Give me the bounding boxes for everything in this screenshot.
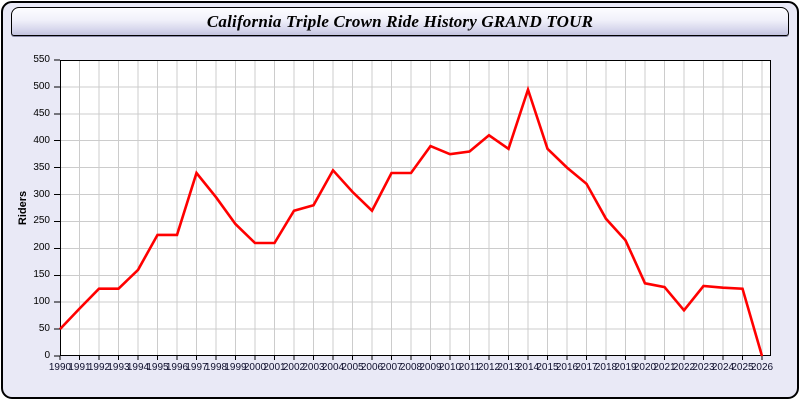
- x-tick-label: 2012: [477, 362, 501, 373]
- x-tick-label: 2003: [302, 362, 325, 373]
- x-tick-label: 1993: [107, 362, 130, 373]
- x-tick-label: 2021: [653, 362, 676, 373]
- y-tick-label: 500: [33, 80, 50, 92]
- y-tick-label: 200: [33, 242, 50, 254]
- x-tick-label: 2013: [497, 362, 520, 373]
- page-title: California Triple Crown Ride History GRA…: [206, 11, 594, 31]
- x-tick-label: 2015: [536, 362, 559, 373]
- x-tick-label: 2023: [692, 362, 715, 373]
- x-tick-label: 1990: [48, 362, 72, 373]
- x-tick-label: 1996: [165, 362, 189, 373]
- y-tick-label: 300: [33, 188, 50, 200]
- x-tick-label: 2001: [263, 362, 286, 373]
- y-tick-label: 250: [33, 215, 50, 227]
- y-tick-label: 350: [33, 161, 50, 173]
- x-tick-label: 2009: [419, 362, 442, 373]
- x-tick-label: 2006: [360, 362, 384, 373]
- x-tick-label: 2011: [458, 362, 481, 373]
- x-tick-label: 2000: [243, 362, 267, 373]
- y-tick-label: 50: [38, 323, 50, 335]
- x-tick-label: 1997: [185, 362, 208, 373]
- title-bar: California Triple Crown Ride History GRA…: [11, 7, 789, 36]
- x-tick-label: 2004: [321, 362, 345, 373]
- x-tick-label: 1995: [146, 362, 169, 373]
- x-tick-label: 2018: [594, 362, 618, 373]
- chart-area: Riders 0 50 100 150 200 250 300 350 400 450 500 550…: [3, 3, 797, 397]
- y-tick-label: 0: [44, 350, 50, 361]
- riders-line-series: [59, 85, 764, 357]
- x-tick-label: 2017: [575, 362, 598, 373]
- x-tick-label: 1998: [204, 362, 228, 373]
- x-tick-label: 2007: [380, 362, 403, 373]
- x-tick-label: 2020: [633, 362, 657, 373]
- x-tick-label: 1992: [87, 362, 111, 373]
- x-tick-label: 1994: [126, 362, 150, 373]
- y-tick-label: 400: [33, 134, 50, 146]
- x-tick-label: 2016: [555, 362, 579, 373]
- x-tick-label: 2005: [341, 362, 364, 373]
- x-tick-label: 2026: [750, 362, 774, 373]
- x-tick-label: 2014: [516, 362, 540, 373]
- x-tick-label: 1991: [68, 362, 91, 373]
- x-tick-label: 1999: [224, 362, 247, 373]
- x-tick-label: 2024: [711, 362, 735, 373]
- x-tick-label: 2008: [399, 362, 423, 373]
- x-tick-label: 2002: [282, 362, 306, 373]
- line-chart-plot: [54, 59, 771, 360]
- y-tick-label: 450: [33, 107, 50, 119]
- x-tick-label: 2022: [672, 362, 696, 373]
- y-tick-label: 550: [33, 54, 50, 65]
- y-tick-label: 100: [33, 296, 50, 308]
- x-tick-label: 2025: [731, 362, 754, 373]
- y-tick-label: 150: [33, 269, 50, 281]
- x-tick-label: 2019: [614, 362, 637, 373]
- x-tick-label: 2010: [438, 362, 462, 373]
